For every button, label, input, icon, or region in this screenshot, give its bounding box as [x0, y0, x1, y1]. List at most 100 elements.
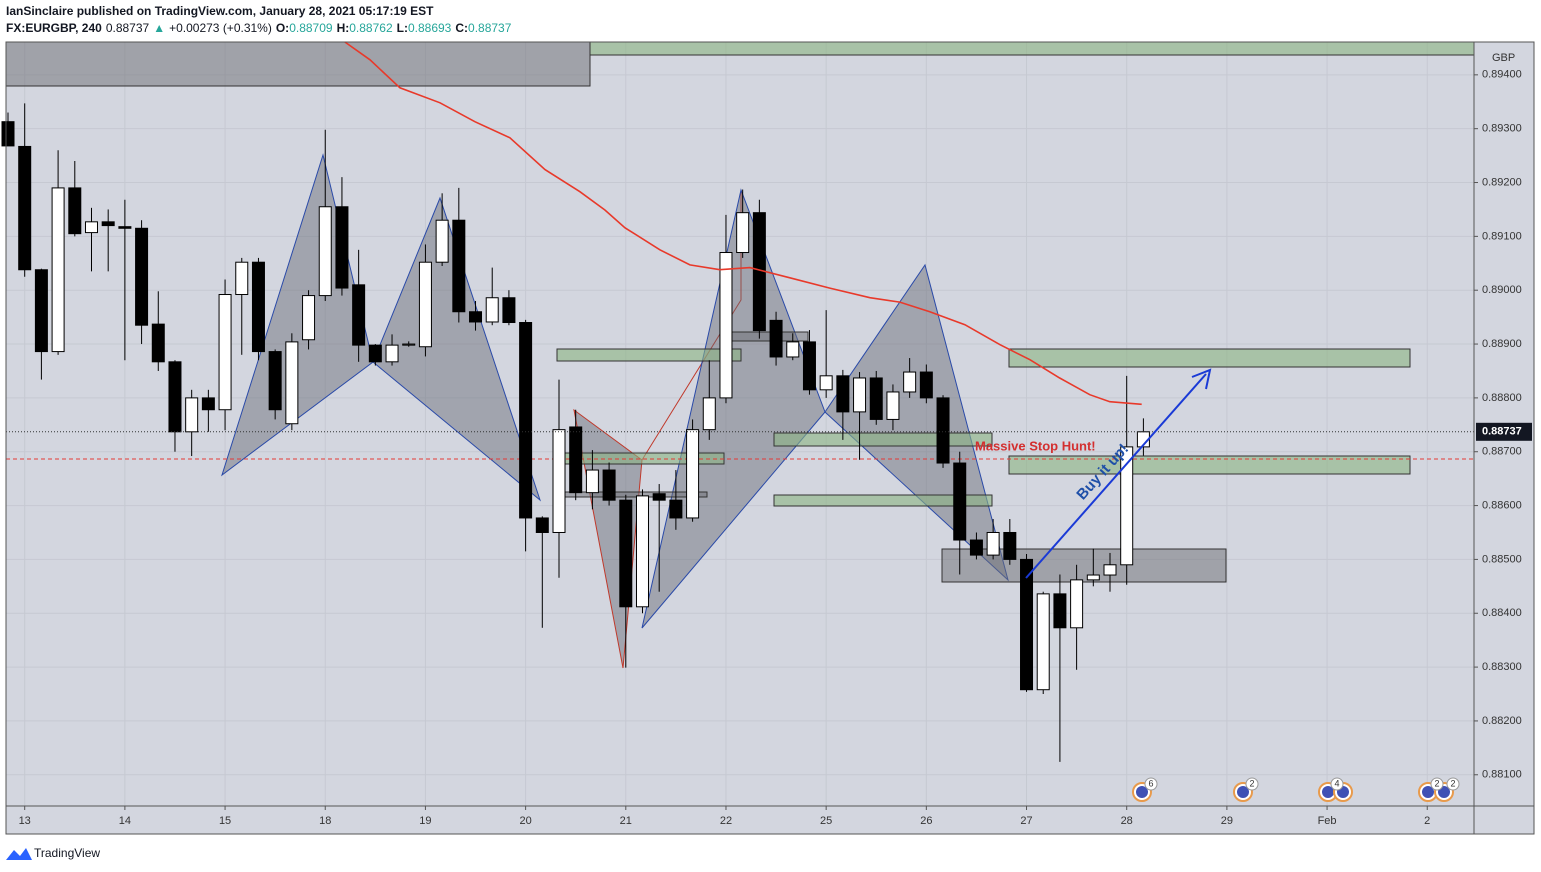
candle-body [118, 226, 132, 229]
candle-body [335, 206, 349, 289]
candle-body [268, 351, 282, 411]
zone [1008, 455, 1411, 475]
x-tick-label: 2 [1424, 815, 1430, 827]
arrow-head [1191, 368, 1212, 390]
quote-text: FX:EURGBP, 240 [6, 21, 102, 35]
x-tick-label: 26 [920, 815, 932, 827]
candle-body [302, 295, 316, 341]
candle-body [469, 311, 483, 323]
candle-body [802, 341, 816, 391]
x-tick-label: 13 [19, 815, 31, 827]
event-flag [1136, 786, 1148, 798]
time-axis [6, 806, 1474, 834]
candle-body [953, 462, 967, 541]
last-price-box [1476, 422, 1532, 441]
quote-text: 0.88709 [289, 21, 333, 35]
candle-body [285, 341, 299, 425]
quote-text: H: [337, 21, 350, 35]
event-badge [1430, 777, 1444, 791]
arrow [1025, 368, 1212, 579]
candle-body [1003, 531, 1017, 560]
candle-body [619, 499, 633, 608]
candle-body [886, 391, 900, 420]
zone [773, 494, 993, 507]
candle-body [786, 341, 800, 358]
y-tick-label: 0.89200 [1482, 176, 1522, 188]
event-count: 6 [1148, 778, 1153, 788]
candle-body [168, 361, 182, 433]
quote-text: 0.88693 [408, 21, 452, 35]
published: IanSinclaire published on TradingView.co… [6, 4, 434, 18]
candle-body [418, 261, 432, 348]
candle-body [18, 145, 32, 271]
candle-body [318, 206, 332, 297]
candle-body [235, 261, 249, 296]
event-badge [1144, 777, 1158, 791]
candle-body [669, 499, 683, 519]
event-count: 2 [1450, 778, 1455, 788]
event-count: 4 [1334, 778, 1339, 788]
event-flag [1322, 786, 1334, 798]
annotation: Massive Stop Hunt! [975, 438, 1096, 453]
candle-body [719, 252, 733, 399]
quote-text: L: [397, 21, 408, 35]
candle-body [185, 397, 199, 433]
drawings [5, 41, 1475, 669]
event-flag [1237, 786, 1249, 798]
event-count: 2 [1249, 778, 1254, 788]
quote-text: 0.88762 [349, 21, 393, 35]
candle-body [919, 371, 933, 399]
x-tick-label: 19 [419, 815, 431, 827]
quote-text: C: [455, 21, 468, 35]
x-tick-label: 27 [1020, 815, 1032, 827]
quote-line: FX:EURGBP, 240 0.88737 ▲ +0.00273 (+0.31%) O… [6, 21, 512, 35]
quote-text: +0.00273 (+0.31%) [169, 21, 272, 35]
moving-average [344, 41, 1142, 406]
event-badge [1245, 777, 1259, 791]
candle-body [218, 294, 232, 411]
candle-body [452, 219, 466, 313]
x-tick-label: 20 [519, 815, 531, 827]
candle-body [936, 397, 950, 464]
x-tick-label: 29 [1221, 815, 1233, 827]
x-tick-label: 22 [720, 815, 732, 827]
pattern [372, 196, 542, 502]
last-price-label: 0.88737 [1482, 426, 1522, 438]
candle-body [569, 426, 583, 494]
y-tick-label: 0.88400 [1482, 607, 1522, 619]
candle-body [1070, 579, 1084, 629]
y-tick-label: 0.88500 [1482, 553, 1522, 565]
zone [5, 41, 591, 87]
candle-body [819, 375, 833, 391]
x-tick-label: 21 [620, 815, 632, 827]
brand: TradingView [34, 846, 100, 860]
candle-body [201, 397, 215, 411]
footer-logo [6, 848, 32, 860]
candle-body [585, 469, 599, 494]
zone [1008, 348, 1411, 368]
plot-area [6, 42, 1474, 806]
arrow-line [1025, 373, 1207, 579]
candle-body [51, 187, 65, 353]
y-tick-label: 0.88200 [1482, 715, 1522, 727]
y-tick-label: 0.88300 [1482, 661, 1522, 673]
event-badge [1446, 777, 1460, 791]
y-tick-label: 0.89300 [1482, 123, 1522, 135]
candle-body [485, 297, 499, 323]
candle-body [502, 297, 516, 324]
candle-body [1020, 558, 1034, 691]
candle-body [986, 531, 1000, 556]
quote-text: 0.88737 [468, 21, 512, 35]
candle-body [736, 212, 750, 254]
candle-body [1053, 593, 1067, 629]
candle-body [635, 495, 649, 608]
candle-body [135, 227, 149, 326]
zone [589, 41, 1475, 56]
candle-body [602, 469, 616, 501]
frame [5, 41, 1535, 835]
candle-body [686, 429, 700, 519]
candle-body [552, 429, 566, 533]
x-tick-label: 25 [820, 815, 832, 827]
